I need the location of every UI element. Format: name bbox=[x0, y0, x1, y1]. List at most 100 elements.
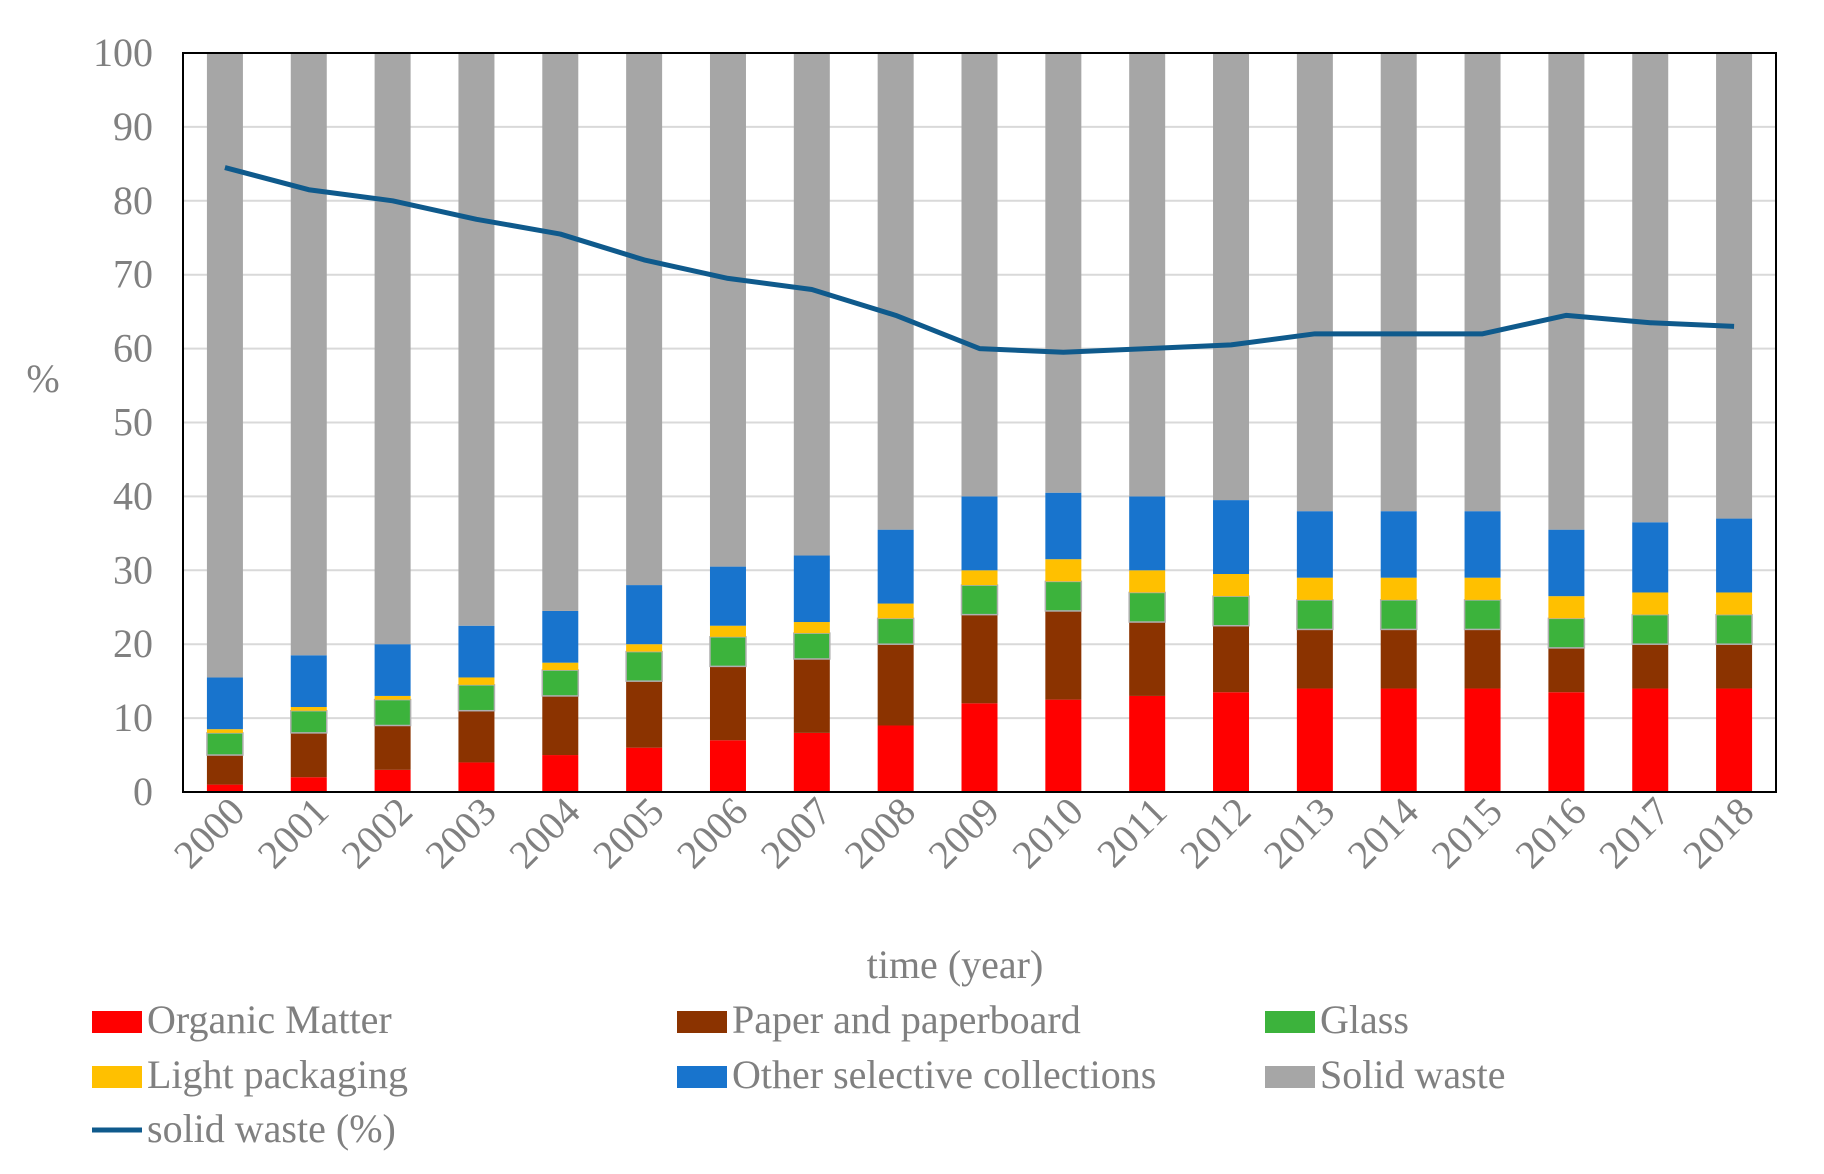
bar-segment-light-packaging bbox=[1045, 559, 1082, 582]
bar-segment-glass bbox=[541, 669, 580, 697]
bar-segment-glass bbox=[206, 732, 244, 756]
y-tick-label: 100 bbox=[93, 30, 153, 75]
x-tick-label: 2014 bbox=[1339, 789, 1427, 877]
bar-segment-other-selective-collections bbox=[1380, 511, 1417, 578]
bar-segment-organic-matter bbox=[877, 725, 914, 792]
bar-segment-organic-matter bbox=[1464, 688, 1501, 792]
bar-segment-paper-and-paperboard bbox=[877, 644, 914, 726]
x-tick-label: 2011 bbox=[1088, 789, 1175, 876]
bar-segment-solid-waste bbox=[374, 53, 411, 645]
bar-segment-other-selective-collections bbox=[1464, 511, 1501, 578]
bar-segment-paper-and-paperboard bbox=[1716, 644, 1753, 689]
legend-label: Paper and paperboard bbox=[732, 997, 1081, 1042]
bar-segment-glass bbox=[1044, 580, 1083, 612]
bars-group bbox=[206, 53, 1753, 792]
bar-segment-other-selective-collections bbox=[1045, 492, 1082, 560]
bar-segment-light-packaging bbox=[290, 707, 327, 711]
bar-segment-paper-and-paperboard bbox=[793, 658, 830, 733]
bar-segment-organic-matter bbox=[206, 784, 243, 792]
bar-segment-paper-and-paperboard bbox=[374, 725, 411, 770]
bar-segment-light-packaging bbox=[877, 603, 914, 619]
bar-segment-light-packaging bbox=[793, 622, 830, 634]
bar-segment-paper-and-paperboard bbox=[1296, 629, 1333, 689]
y-tick-label: 70 bbox=[113, 252, 153, 297]
bar-segment-solid-waste bbox=[793, 53, 830, 556]
bar-segment-glass bbox=[1128, 591, 1166, 623]
x-tick-label: 2005 bbox=[584, 789, 672, 877]
y-tick-label: 50 bbox=[113, 400, 153, 445]
bar-segment-other-selective-collections bbox=[1213, 500, 1250, 574]
bar-segment-light-packaging bbox=[206, 729, 243, 733]
bar-segment-light-packaging bbox=[1464, 577, 1501, 600]
bar-segment-organic-matter bbox=[1129, 695, 1166, 792]
bar-segment-other-selective-collections bbox=[374, 644, 411, 696]
bar-segment-solid-waste bbox=[1548, 53, 1585, 530]
bar-segment-light-packaging bbox=[1129, 570, 1166, 593]
bar-segment-other-selective-collections bbox=[542, 610, 579, 663]
y-tick-label: 20 bbox=[113, 621, 153, 666]
bar-segment-light-packaging bbox=[1213, 573, 1250, 597]
bar-segment-solid-waste bbox=[626, 53, 663, 586]
y-tick-label: 80 bbox=[113, 178, 153, 223]
legend-swatch bbox=[1265, 1011, 1315, 1033]
bar-segment-solid-waste bbox=[1632, 53, 1669, 523]
bar-segment-glass bbox=[1547, 617, 1586, 649]
x-tick-label: 2001 bbox=[249, 789, 337, 877]
bar-segment-organic-matter bbox=[1716, 688, 1753, 792]
x-axis-label: time (year) bbox=[867, 942, 1044, 987]
x-tick-label: 2010 bbox=[1003, 789, 1091, 877]
y-tick-label: 0 bbox=[133, 769, 153, 814]
legend-swatch bbox=[92, 1011, 142, 1033]
bar-segment-paper-and-paperboard bbox=[1129, 622, 1166, 696]
legend-label: Solid waste bbox=[1320, 1052, 1506, 1097]
bar-segment-other-selective-collections bbox=[1548, 529, 1585, 597]
bar-segment-glass bbox=[1463, 599, 1502, 631]
bar-segment-solid-waste bbox=[1296, 53, 1333, 512]
bar-segment-light-packaging bbox=[961, 570, 998, 586]
y-tick-label: 90 bbox=[113, 104, 153, 149]
bar-segment-solid-waste bbox=[1129, 53, 1166, 497]
bar-segment-paper-and-paperboard bbox=[206, 755, 243, 785]
legend-swatch bbox=[92, 1066, 142, 1088]
bar-segment-glass bbox=[290, 709, 328, 734]
bar-segment-organic-matter bbox=[374, 769, 411, 792]
y-tick-label: 40 bbox=[113, 473, 153, 518]
bar-segment-organic-matter bbox=[1632, 688, 1669, 792]
bar-segment-solid-waste bbox=[206, 53, 243, 678]
bar-segment-other-selective-collections bbox=[793, 555, 830, 623]
bar-segment-paper-and-paperboard bbox=[626, 681, 663, 748]
bar-segment-light-packaging bbox=[1632, 592, 1669, 615]
bar-segment-paper-and-paperboard bbox=[1380, 629, 1417, 689]
bar-segment-paper-and-paperboard bbox=[1548, 647, 1585, 693]
bar-segment-glass bbox=[1296, 599, 1334, 631]
bar-segment-other-selective-collections bbox=[709, 566, 746, 626]
bar-segment-glass bbox=[1715, 613, 1753, 645]
bar-segment-glass bbox=[793, 632, 831, 660]
y-tick-label: 10 bbox=[113, 695, 153, 740]
bar-segment-other-selective-collections bbox=[458, 625, 495, 678]
bar-segment-paper-and-paperboard bbox=[542, 695, 579, 756]
x-tick-label: 2016 bbox=[1506, 789, 1594, 877]
y-tick-labels: 0 10 20 30 40 50 60 70 80 90 100 bbox=[93, 30, 153, 814]
bar-segment-other-selective-collections bbox=[1716, 518, 1753, 593]
bar-segment-paper-and-paperboard bbox=[1213, 625, 1250, 693]
x-tick-label: 2006 bbox=[668, 789, 756, 877]
bar-segment-solid-waste bbox=[1045, 53, 1082, 493]
legend-swatch bbox=[677, 1066, 727, 1088]
bar-segment-other-selective-collections bbox=[877, 529, 914, 604]
x-tick-label: 2013 bbox=[1255, 789, 1343, 877]
bar-segment-organic-matter bbox=[1213, 692, 1250, 792]
bar-segment-organic-matter bbox=[626, 747, 663, 792]
legend-label: Light packaging bbox=[147, 1052, 408, 1097]
bar-segment-organic-matter bbox=[542, 755, 579, 792]
bar-segment-organic-matter bbox=[1548, 692, 1585, 792]
bar-segment-solid-waste bbox=[290, 53, 327, 656]
bar-segment-organic-matter bbox=[961, 703, 998, 792]
bar-segment-solid-waste bbox=[542, 53, 579, 611]
bar-segment-glass bbox=[876, 617, 915, 645]
y-tick-label: 60 bbox=[113, 326, 153, 371]
bar-segment-organic-matter bbox=[1045, 699, 1082, 792]
bar-segment-glass bbox=[1379, 599, 1418, 631]
bar-segment-solid-waste bbox=[1716, 53, 1753, 519]
bar-segment-solid-waste bbox=[709, 53, 746, 567]
